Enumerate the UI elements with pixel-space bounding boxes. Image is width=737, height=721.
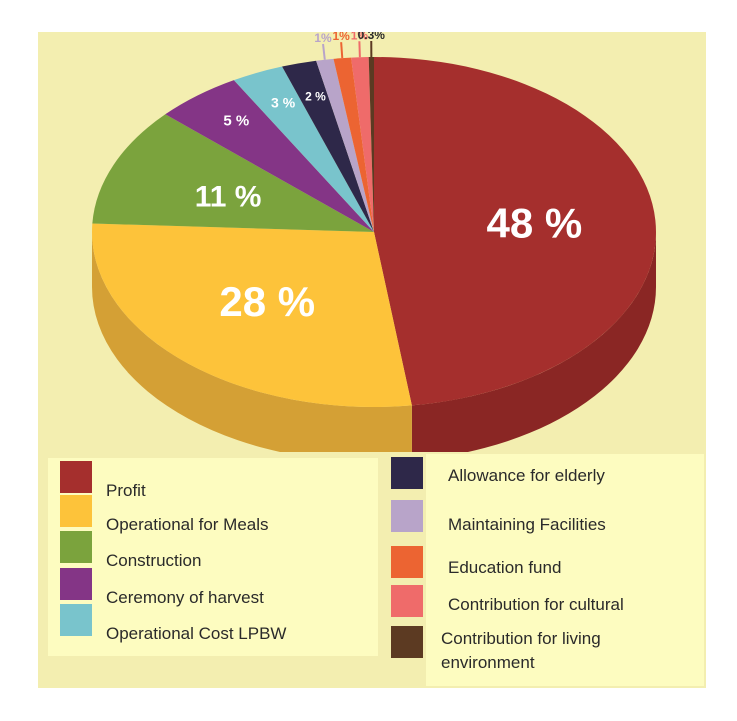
pie-slice-profit <box>374 57 657 406</box>
legend-label-construction: Construction <box>106 551 202 570</box>
legend-label-ceremony-of-harvest: Ceremony of harvest <box>106 588 264 607</box>
leader-line-maintaining-facilities <box>322 43 326 60</box>
pie-side-profit <box>411 232 656 452</box>
legend-label-profit: Profit <box>106 481 146 500</box>
legend-swatch-operational-cost-lpbw <box>60 604 92 636</box>
legend-swatch-operational-for-meals <box>60 495 92 527</box>
slice-label-allowance-for-elderly: 2 % <box>305 89 326 103</box>
slice-label-maintaining-facilities: 1% <box>314 32 332 45</box>
legend-left <box>48 458 378 656</box>
legend-swatch-allowance-for-elderly <box>391 457 423 489</box>
legend-swatch-contribution-for-living-environment <box>391 626 423 658</box>
chart-panel: 48 % 28 % 11 % 5 % 3 % 2 % 1% 1% 1% 0.3% Profit Op… <box>38 32 706 688</box>
slice-label-contribution-for-living-environment: 0.3% <box>358 32 386 42</box>
pie-side-walls <box>92 232 656 452</box>
pie-slice-construction <box>92 114 374 232</box>
slice-label-operational-cost-lpbw: 3 % <box>271 95 296 111</box>
slice-label-ceremony-of-harvest: 5 % <box>223 113 249 130</box>
pie-slice-labels: 48 %28 %11 %5 %3 % 2 %1% 1% 1%0.3% <box>195 32 582 325</box>
pie-chart: 48 %28 %11 %5 %3 % 2 %1% 1% 1%0.3% <box>91 32 657 452</box>
slice-label-contribution-for-cultural: 1% <box>351 32 369 42</box>
slice-label-profit: 48 % <box>487 199 583 246</box>
legend-swatch-ceremony-of-harvest <box>60 568 92 600</box>
pie-slice-contribution-for-living-environment <box>368 57 374 232</box>
pie-side-operational-for-meals <box>92 232 412 452</box>
pie-slices <box>91 57 657 407</box>
slice-label-education-fund: 1% <box>332 32 350 43</box>
legend-label-operational-for-meals: Operational for Meals <box>106 515 269 534</box>
legend-swatch-contribution-for-cultural <box>391 585 423 617</box>
legend-swatch-maintaining-facilities <box>391 500 423 532</box>
legend-label-contribution-for-living-environment: Contribution for living environment <box>441 629 601 672</box>
legend-label-education-fund: Education fund <box>448 558 562 577</box>
slice-label-construction: 11 % <box>195 180 262 213</box>
legend-swatch-construction <box>60 531 92 563</box>
legend-label-operational-cost-lpbw: Operational Cost LPBW <box>106 624 287 643</box>
legend-label-allowance-for-elderly: Allowance for elderly <box>448 466 605 485</box>
legend-label-maintaining-facilities: Maintaining Facilities <box>448 515 606 534</box>
pie-slice-allowance-for-elderly <box>282 60 374 233</box>
pie-slice-maintaining-facilities <box>316 58 374 233</box>
leader-line-contribution-for-cultural <box>358 41 361 58</box>
pie-slice-education-fund <box>333 57 374 232</box>
pie-slice-operational-cost-lpbw <box>233 66 374 232</box>
slice-label-operational-for-meals: 28 % <box>219 278 315 325</box>
legend-label-contribution-for-cultural: Contribution for cultural <box>448 595 624 614</box>
pie-slice-operational-for-meals <box>91 223 412 407</box>
legend-swatch-profit <box>60 461 92 493</box>
legend-swatch-education-fund <box>391 546 423 578</box>
pie-slice-ceremony-of-harvest <box>165 80 374 232</box>
legend-right <box>426 454 704 686</box>
leader-line-education-fund <box>340 42 344 59</box>
pie-slice-contribution-for-cultural <box>351 57 374 233</box>
